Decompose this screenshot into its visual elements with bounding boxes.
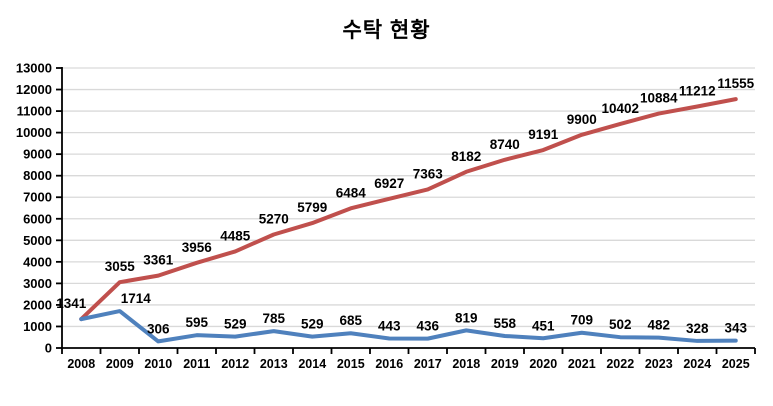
- y-axis-tick-label: 5000: [23, 233, 52, 248]
- data-label-red: 3361: [143, 253, 174, 268]
- y-axis-tick-label: 10000: [16, 125, 52, 140]
- data-label-blue: 1714: [121, 291, 152, 306]
- x-axis-tick-label: 2017: [414, 357, 442, 371]
- y-axis-tick-label: 12000: [16, 82, 52, 97]
- series-line-red: [79, 97, 738, 322]
- data-label-blue: 443: [378, 318, 401, 333]
- data-label-red: 8182: [451, 149, 481, 164]
- data-label-blue: 785: [262, 311, 285, 326]
- y-axis-tick-label: 9000: [23, 147, 52, 162]
- y-axis-tick-label: 0: [45, 341, 52, 356]
- y-axis-tick-label: 1000: [23, 319, 52, 334]
- data-label-blue: 306: [147, 321, 170, 336]
- x-axis-tick-label: 2014: [298, 357, 326, 371]
- data-label-blue: 343: [724, 321, 747, 336]
- data-label-red: 9900: [567, 112, 597, 127]
- x-axis-tick-label: 2023: [645, 357, 673, 371]
- x-axis-tick-label: 2013: [260, 357, 288, 371]
- y-axis-tick-label: 3000: [23, 276, 52, 291]
- data-label-blue: 558: [493, 316, 516, 331]
- data-label-blue: 328: [686, 321, 709, 336]
- data-label-red: 10884: [640, 91, 678, 106]
- data-label-red: 11555: [717, 76, 754, 91]
- data-label-red: 1341: [56, 296, 87, 311]
- x-axis-tick-label: 2019: [491, 357, 519, 371]
- data-label-red: 10402: [601, 101, 639, 116]
- data-label-blue: 595: [185, 315, 208, 330]
- data-label-blue: 819: [455, 310, 478, 325]
- data-label-blue: 529: [224, 317, 247, 332]
- data-label-red: 7363: [413, 166, 444, 181]
- data-label-blue: 685: [339, 313, 362, 328]
- y-axis-tick-label: 6000: [23, 211, 52, 226]
- x-axis-tick-label: 2012: [221, 357, 249, 371]
- data-label-blue: 709: [570, 313, 593, 328]
- data-label-blue: 436: [416, 319, 439, 334]
- x-axis-tick-label: 2020: [529, 357, 557, 371]
- x-axis-tick-label: 2025: [722, 357, 750, 371]
- data-label-red: 3055: [105, 259, 136, 274]
- data-label-blue: 482: [647, 318, 670, 333]
- data-label-red: 8740: [490, 137, 520, 152]
- data-label-red: 11212: [679, 84, 716, 99]
- x-axis-tick-label: 2009: [106, 357, 134, 371]
- y-axis-tick-label: 7000: [23, 190, 52, 205]
- y-axis-tick-label: 13000: [16, 61, 52, 76]
- y-axis-tick-label: 2000: [23, 297, 52, 312]
- x-axis-tick-label: 2024: [683, 357, 711, 371]
- y-axis-tick-label: 8000: [23, 168, 52, 183]
- x-axis-tick-label: 2011: [183, 357, 210, 371]
- data-label-red: 6927: [374, 176, 404, 191]
- data-label-blue: 451: [532, 318, 555, 333]
- data-label-red: 4485: [220, 228, 251, 243]
- chart-title: 수탁 현황: [342, 19, 431, 42]
- x-axis-tick-label: 2008: [67, 357, 95, 371]
- y-axis-tick-label: 11000: [17, 104, 52, 119]
- data-label-red: 5270: [259, 211, 289, 226]
- x-axis-tick-label: 2010: [144, 357, 172, 371]
- data-label-red: 3956: [182, 240, 213, 255]
- x-axis-tick-label: 2018: [452, 357, 480, 371]
- data-label-red: 6484: [336, 185, 367, 200]
- x-axis-tick-label: 2021: [568, 357, 596, 371]
- series-line-blue: [79, 309, 738, 344]
- x-axis-tick-label: 2016: [375, 357, 403, 371]
- data-label-red: 5799: [297, 200, 327, 215]
- data-label-red: 9191: [528, 127, 559, 142]
- x-axis-tick-label: 2022: [606, 357, 634, 371]
- data-label-blue: 529: [301, 317, 324, 332]
- x-axis-tick-label: 2015: [337, 357, 365, 371]
- data-label-blue: 502: [609, 317, 632, 332]
- y-axis-tick-label: 4000: [23, 254, 52, 269]
